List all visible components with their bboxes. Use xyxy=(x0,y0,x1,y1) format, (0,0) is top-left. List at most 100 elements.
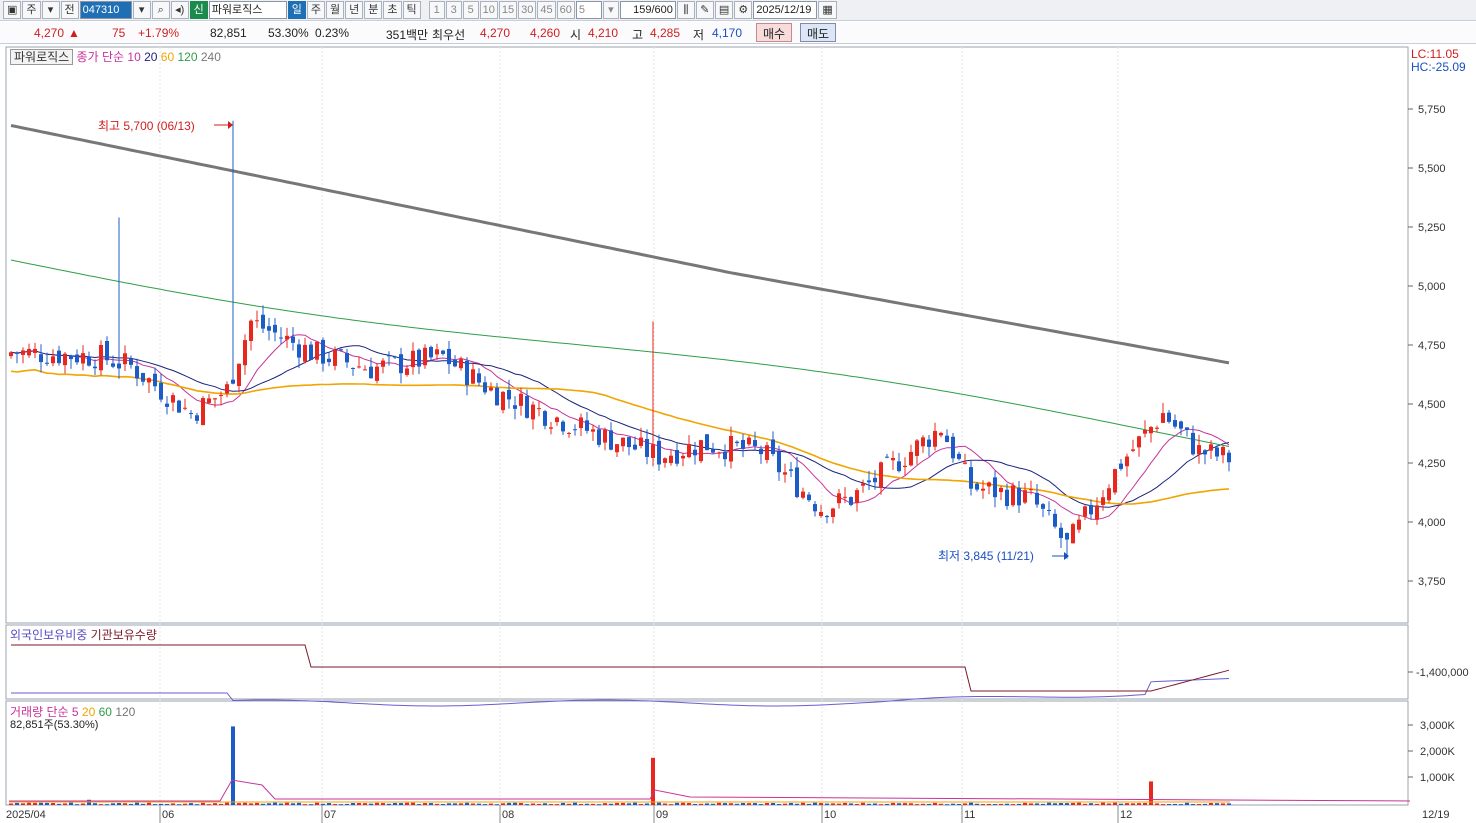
candle-body xyxy=(753,440,757,446)
calendar-icon[interactable]: ▦ xyxy=(818,1,837,19)
interval-15[interactable]: 15 xyxy=(498,1,518,19)
stock-code-input[interactable]: 047310 xyxy=(79,1,132,19)
volume-prefix: 거래량 단순 xyxy=(10,705,69,719)
ma120-label[interactable]: 120 xyxy=(177,50,198,64)
buy-button[interactable]: 매수 xyxy=(756,23,793,42)
candle-body xyxy=(573,429,577,431)
candle-body xyxy=(813,504,817,512)
volume-bar xyxy=(555,804,559,806)
tab-minute[interactable]: 분 xyxy=(364,1,383,19)
volume-bar xyxy=(729,803,733,805)
date-field[interactable]: 2025/12/19 xyxy=(753,1,818,19)
candle-body xyxy=(285,335,289,340)
best-quote-label: 최우선 xyxy=(432,28,466,42)
candle-body xyxy=(579,417,583,429)
stock-tag[interactable]: 파워로직스 xyxy=(10,49,74,65)
inst-holding-label[interactable]: 기관보유수량 xyxy=(90,628,157,642)
settings-gear-icon[interactable]: ⚙ xyxy=(734,1,753,19)
volume-bar xyxy=(477,803,481,805)
candle-body xyxy=(1119,463,1123,469)
prev-button[interactable]: 전 xyxy=(60,1,79,19)
volume-bar xyxy=(735,803,739,805)
high-annotation-label: 최고 5,700 (06/13) xyxy=(98,119,195,133)
volume-bar xyxy=(1191,804,1195,806)
candle-body xyxy=(153,373,157,387)
candle-body xyxy=(741,440,745,449)
candle-body xyxy=(225,384,229,394)
candle-body xyxy=(243,340,247,366)
tab-week[interactable]: 주 xyxy=(306,1,326,19)
vol-ma120-label[interactable]: 120 xyxy=(115,705,136,719)
candle-body xyxy=(1191,432,1195,455)
count-field[interactable]: 159/600 xyxy=(619,1,676,19)
period-select[interactable]: 주 xyxy=(22,1,41,19)
dropdown-icon[interactable]: ▾ xyxy=(41,1,60,19)
ma10-label[interactable]: 10 xyxy=(127,50,141,64)
candle-body xyxy=(585,420,589,431)
ma60-label[interactable]: 60 xyxy=(160,50,175,64)
sound-icon[interactable]: ◂) xyxy=(170,1,189,19)
volume-bar xyxy=(1005,803,1009,805)
low-arrowhead-icon xyxy=(1064,552,1069,560)
custom-interval-input[interactable]: 5 xyxy=(575,1,602,19)
candle-body xyxy=(339,349,343,351)
volume-bar xyxy=(165,803,169,805)
price-chart[interactable]: 5,750 5,500 5,250 5,000 4,750 4,500 4,250 4,000… xyxy=(0,45,1476,823)
interval-30[interactable]: 30 xyxy=(518,1,537,19)
candle-body xyxy=(255,320,259,322)
interval-10[interactable]: 10 xyxy=(479,1,498,19)
vol-ma5-label[interactable]: 5 xyxy=(71,705,79,719)
candle-body xyxy=(189,413,193,415)
tab-year[interactable]: 년 xyxy=(345,1,364,19)
ma240-label[interactable]: 240 xyxy=(200,50,221,64)
interval-1[interactable]: 1 xyxy=(428,1,445,19)
volume-bar xyxy=(789,802,793,805)
ma240-line xyxy=(10,124,1230,365)
candle-body xyxy=(915,440,919,456)
candle-body xyxy=(159,382,163,400)
tab-second[interactable]: 초 xyxy=(383,1,402,19)
candle-body xyxy=(771,439,775,454)
volume-bar xyxy=(351,803,355,805)
candle-icon[interactable]: ⫼ xyxy=(676,1,695,19)
tab-month[interactable]: 월 xyxy=(326,1,345,19)
volume-bar xyxy=(1137,803,1141,805)
vol-ma20-label[interactable]: 20 xyxy=(81,705,96,719)
save-icon[interactable]: ▤ xyxy=(714,1,734,19)
tab-day[interactable]: 일 xyxy=(287,1,306,19)
candle-body xyxy=(21,350,25,355)
search-icon[interactable]: ⌕ xyxy=(151,1,170,19)
candle-body xyxy=(1197,445,1201,455)
interval-60[interactable]: 60 xyxy=(556,1,575,19)
tab-tick[interactable]: 틱 xyxy=(402,1,421,19)
foreign-holding-label[interactable]: 외국인보유비중 xyxy=(10,628,88,642)
interval-5[interactable]: 5 xyxy=(462,1,479,19)
candle-body xyxy=(303,344,307,362)
volume-bar xyxy=(129,803,133,805)
volume-bar xyxy=(717,802,721,805)
volume-bar xyxy=(1167,804,1171,806)
candle-body xyxy=(951,436,955,459)
code-dropdown-icon[interactable]: ▾ xyxy=(132,1,151,19)
ma20-label[interactable]: 20 xyxy=(144,50,158,64)
hc-label: HC:-25.09 xyxy=(1411,60,1466,74)
volume-bar xyxy=(15,802,19,805)
candle-body xyxy=(597,429,601,445)
interval-3[interactable]: 3 xyxy=(445,1,462,19)
candle-body xyxy=(99,344,103,371)
volume-bar xyxy=(1029,803,1033,805)
layout-icon[interactable]: ▣ xyxy=(3,1,22,19)
volume-bar xyxy=(267,803,271,805)
draw-icon[interactable]: ✎ xyxy=(695,1,714,19)
high-label: 고 xyxy=(632,28,644,42)
sell-button[interactable]: 매도 xyxy=(800,23,837,42)
interval-45[interactable]: 45 xyxy=(537,1,556,19)
volume-bar xyxy=(843,802,847,805)
volume-bar xyxy=(741,802,745,805)
candle-body xyxy=(141,372,145,382)
candle-body xyxy=(561,421,565,432)
vol-ma60-label[interactable]: 60 xyxy=(98,705,112,719)
interval-dropdown-icon[interactable]: ▾ xyxy=(602,1,619,19)
volume-bar xyxy=(363,803,367,805)
stock-name-field: 파워로직스 xyxy=(208,1,287,19)
